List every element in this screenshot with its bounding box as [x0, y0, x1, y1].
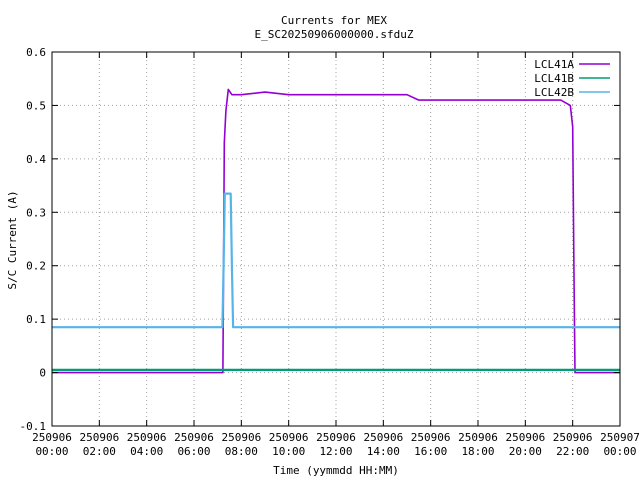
series-line-lcl42b	[52, 192, 620, 329]
x-tick-label-date: 250906	[505, 431, 545, 444]
y-tick-label: 0.6	[26, 46, 46, 59]
x-tick-label-time: 22:00	[556, 445, 589, 458]
x-tick-label-time: 12:00	[319, 445, 352, 458]
x-tick-label-date: 250906	[269, 431, 309, 444]
y-axis-ticks: -0.1 0 0.1 0.2 0.3 0.4 0.5 0.6	[20, 46, 620, 433]
y-tick-label: 0.4	[26, 153, 46, 166]
x-tick-label-date: 250906	[174, 431, 214, 444]
x-tick-label-date: 250906	[363, 431, 403, 444]
legend-label: LCL42B	[534, 86, 574, 99]
x-tick-label-time: 14:00	[367, 445, 400, 458]
x-tick-label-time: 20:00	[509, 445, 542, 458]
series-line-lcl41a	[52, 88, 620, 374]
x-tick-label-time: 10:00	[272, 445, 305, 458]
x-tick-label-date: 250906	[32, 431, 72, 444]
x-tick-label-time: 04:00	[130, 445, 163, 458]
y-tick-label: 0.3	[26, 206, 46, 219]
x-tick-label-date: 250906	[127, 431, 167, 444]
x-tick-label-date: 250906	[458, 431, 498, 444]
y-tick-label: 0.1	[26, 313, 46, 326]
y-axis-label: S/C Current (A)	[6, 190, 19, 289]
x-tick-label-time: 08:00	[225, 445, 258, 458]
x-tick-label-time: 06:00	[177, 445, 210, 458]
y-tick-label: 0.2	[26, 260, 46, 273]
x-tick-label-time: 02:00	[83, 445, 116, 458]
chart-title: Currents for MEX	[281, 14, 387, 27]
x-tick-label-date: 250906	[79, 431, 119, 444]
chart-subtitle: E_SC20250906000000.sfduZ	[255, 28, 414, 41]
x-tick-label-date: 250906	[221, 431, 261, 444]
x-tick-label-date: 250907	[600, 431, 640, 444]
y-tick-label: 0	[39, 367, 46, 380]
x-tick-label-time: 18:00	[461, 445, 494, 458]
x-tick-label-date: 250906	[316, 431, 356, 444]
plot-series	[52, 88, 620, 374]
x-axis-label: Time (yymmdd HH:MM)	[273, 464, 399, 477]
x-tick-label-time: 16:00	[414, 445, 447, 458]
legend-label: LCL41B	[534, 72, 574, 85]
x-tick-label-date: 250906	[553, 431, 593, 444]
grid-lines	[52, 52, 620, 426]
x-tick-label-time: 00:00	[35, 445, 68, 458]
y-tick-label: -0.1	[20, 420, 47, 433]
y-tick-label: 0.5	[26, 99, 46, 112]
legend-label: LCL41A	[534, 58, 574, 71]
x-tick-label-time: 00:00	[603, 445, 636, 458]
x-axis-ticks: 25090600:0025090602:0025090604:002509060…	[32, 52, 640, 458]
x-tick-label-date: 250906	[411, 431, 451, 444]
